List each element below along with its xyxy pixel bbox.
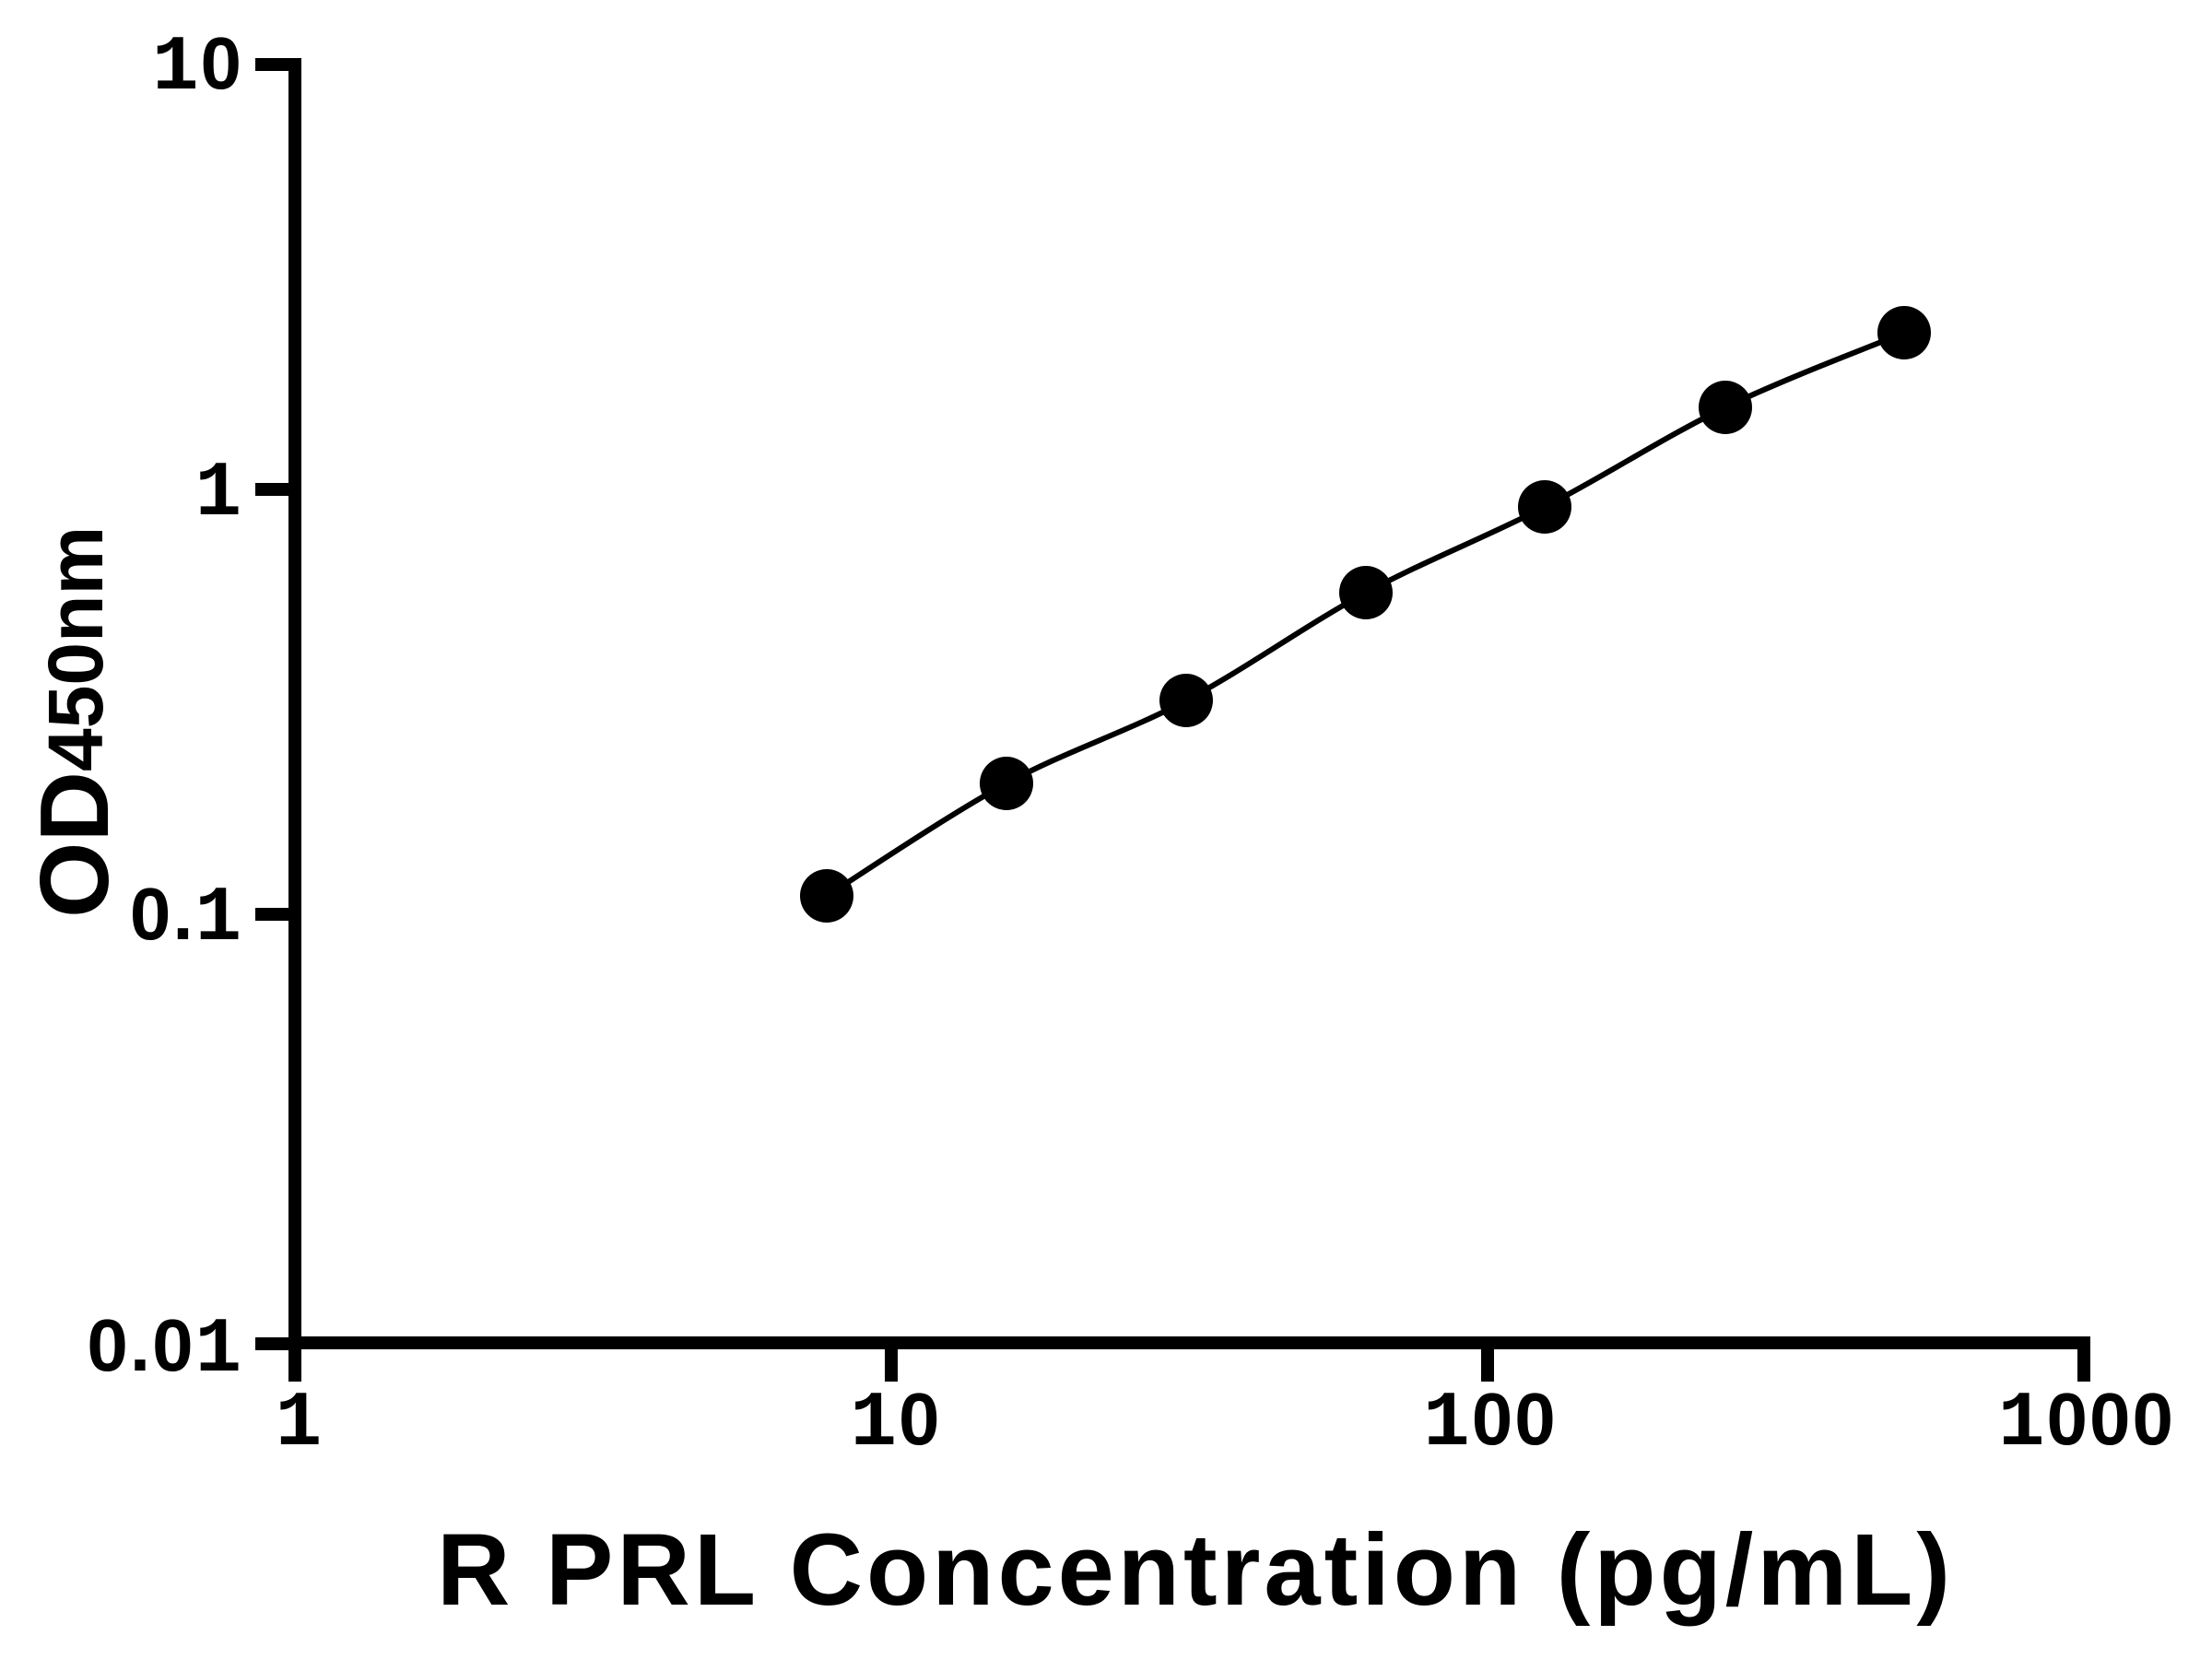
svg-text:10: 10 [851,1378,942,1468]
svg-text:100: 100 [1423,1378,1557,1468]
svg-text:0.1: 0.1 [130,873,243,963]
svg-text:1: 1 [195,451,243,538]
svg-text:OD450nm: OD450nm [20,526,129,918]
svg-text:R PRL Concentration (pg/mL): R PRL Concentration (pg/mL) [437,1513,1954,1627]
svg-text:0.01: 0.01 [87,1304,243,1394]
svg-text:10: 10 [152,22,243,112]
svg-text:1000: 1000 [1998,1378,2175,1468]
svg-text:1: 1 [276,1381,324,1468]
